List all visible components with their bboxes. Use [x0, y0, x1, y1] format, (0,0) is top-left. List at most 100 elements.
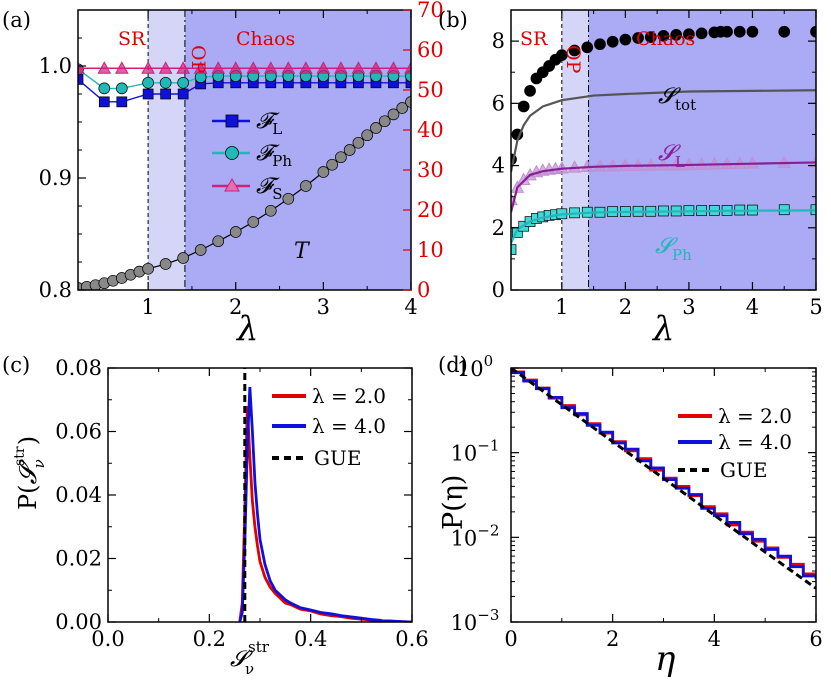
- data-point-s-tot-points: [778, 25, 791, 38]
- data-point-f-s: [369, 61, 383, 74]
- data-point-s-tot-points: [657, 29, 670, 42]
- data-point-s-tot-points: [524, 85, 536, 97]
- series-line-s-tot-curve: [511, 89, 816, 172]
- panel-a-annotation-t: T: [294, 239, 311, 264]
- y-tick-label: 0.06: [55, 420, 102, 444]
- data-point-t: [264, 204, 277, 217]
- x-tick-label: 0.6: [395, 627, 428, 651]
- x-tick-label: 0.0: [91, 627, 124, 651]
- panel-d-label: (d): [438, 353, 468, 377]
- y-tick-label: 8: [492, 29, 505, 53]
- data-point-t: [282, 192, 295, 205]
- data-point-t: [378, 115, 391, 128]
- panel-b-region-chaos: Chaos: [636, 28, 695, 50]
- panel-d-legend: λ = 2.0 λ = 4.0 GUE: [678, 404, 792, 482]
- data-point-f-s: [334, 61, 348, 74]
- data-point-s-tot-points: [632, 32, 644, 44]
- y2-tick-label: 30: [417, 158, 444, 182]
- data-point-f-ph: [98, 82, 111, 95]
- y-tick-label: 0.8: [39, 278, 72, 302]
- data-point-t: [159, 258, 172, 270]
- panel-a-op-region: [148, 10, 185, 290]
- y2-tick-label: 0: [417, 278, 430, 302]
- legend-label-gue: GUE: [314, 446, 361, 470]
- data-point-t: [177, 252, 190, 264]
- y-tick-label: 10−2: [451, 521, 500, 550]
- panel-a-legend: 𝓕L 𝓕Ph 𝓕S: [212, 109, 292, 203]
- data-point-s-tot-points: [670, 29, 683, 41]
- panel-b-frame: [510, 9, 817, 291]
- data-point-f-s: [211, 61, 226, 74]
- panel-c-x-label: 𝓢str ν: [230, 638, 270, 678]
- y-tick-label: 6: [492, 91, 505, 115]
- panel-c: 0.0 0.2 0.4 0.6 0.00 0.02 0.04 0.06 0.08 (c) λ …: [2, 353, 429, 678]
- panel-c-legend: λ = 2.0 λ = 4.0 GUE: [272, 384, 386, 470]
- panel-a: 1 2 3 4 0.8 0.9 1.0 0 10 20 30 40 50 60 70 (a) SR OP…: [2, 0, 444, 349]
- y-tick-label: 1.0: [39, 54, 72, 78]
- x-tick-label: 0.4: [294, 627, 327, 651]
- x-tick-label: 6: [809, 627, 822, 651]
- x-tick-label: 4: [708, 627, 721, 651]
- x-tick-label: 3: [317, 295, 330, 319]
- series-line-4-0: [238, 386, 412, 622]
- data-point-f-s: [228, 61, 243, 74]
- data-point-t: [405, 96, 411, 108]
- x-tick-label: 3: [682, 295, 695, 319]
- data-point-t: [361, 129, 374, 142]
- y-tick-label: 0.04: [55, 483, 102, 507]
- series-line-s-ph-curve: [511, 209, 816, 244]
- data-point-f-l: [405, 77, 411, 89]
- panel-d-y-label: P(η): [438, 475, 469, 530]
- data-point-f-s: [281, 61, 296, 74]
- legend-label-lambda-4: λ = 4.0: [312, 414, 386, 438]
- panel-b-region-sr: SR: [520, 28, 548, 50]
- data-point-f-s: [386, 61, 401, 74]
- data-point-f-l: [177, 88, 189, 100]
- data-point-s-tot-points: [517, 100, 530, 113]
- data-point-t: [326, 158, 338, 171]
- data-point-f-ph: [159, 76, 172, 89]
- data-point-s-l-points: [567, 160, 582, 173]
- y-tick-label: 0.9: [39, 166, 72, 190]
- data-point-t: [317, 166, 330, 178]
- data-point-s-tot-points: [733, 25, 746, 38]
- x-tick-label: 2: [229, 295, 242, 319]
- data-point-s-tot-points: [644, 31, 657, 43]
- data-point-s-tot-points: [695, 27, 708, 40]
- legend-label-d-gue: GUE: [720, 458, 767, 482]
- y-tick-label: 0.00: [55, 610, 102, 634]
- panel-a-region-sr: SR: [118, 28, 146, 50]
- panel-d: 0 2 4 6 100 10−1 10−2 10−3 (d) λ = 2.0 λ = 4.0…: [438, 352, 823, 679]
- x-tick-label: 2: [606, 627, 619, 651]
- data-point-t: [299, 180, 312, 192]
- data-point-f-s: [193, 61, 208, 74]
- x-tick-label: 2: [619, 295, 632, 319]
- data-point-f-s: [97, 61, 112, 74]
- y2-tick-label: 20: [417, 198, 444, 222]
- data-point-s-l-points: [809, 154, 816, 168]
- y-tick-label: 2: [492, 216, 505, 240]
- panel-a-region-op: OP: [187, 45, 209, 74]
- y-tick-label: 10−1: [451, 437, 500, 466]
- data-point-t: [142, 262, 154, 275]
- x-tick-label: 1: [141, 295, 154, 319]
- panel-b-region-op: OP: [562, 45, 584, 74]
- x-tick-label: 4: [746, 295, 759, 319]
- data-point-s-ph-points: [511, 244, 517, 255]
- data-point-s-tot-points: [721, 25, 733, 38]
- series-line-gue: [511, 368, 816, 590]
- data-point-s-tot-points: [746, 25, 759, 38]
- data-point-f-s: [298, 61, 313, 74]
- legend-label-lambda-2: λ = 2.0: [312, 384, 386, 408]
- data-point-f-ph: [142, 76, 154, 89]
- panel-a-label: (a): [2, 8, 31, 32]
- data-point-s-tot-points: [581, 41, 594, 54]
- data-point-f-s: [404, 61, 411, 74]
- data-point-t: [343, 144, 356, 156]
- panel-b-label: (b): [438, 8, 468, 32]
- legend-label-d-lambda-2: λ = 2.0: [718, 404, 792, 428]
- y2-tick-label: 60: [417, 38, 444, 62]
- data-point-t: [335, 151, 347, 164]
- data-point-s-tot-points: [619, 33, 632, 46]
